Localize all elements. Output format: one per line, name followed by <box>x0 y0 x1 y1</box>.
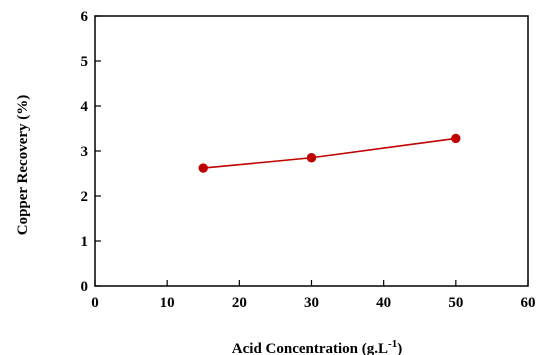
y-tick-label-0: 0 <box>81 279 89 295</box>
x-axis-title-superscript: -1 <box>388 338 397 350</box>
y-tick-label-6: 6 <box>81 9 89 25</box>
y-axis-title: Copper Recovery (%) <box>15 95 31 236</box>
y-tick-label-3: 3 <box>81 144 89 160</box>
x-axis-title: Acid Concentration (g.L-1) <box>232 338 402 355</box>
y-tick-label-4: 4 <box>81 99 89 115</box>
series-0-line <box>203 137 456 169</box>
series-0-point-0 <box>198 163 208 173</box>
x-tick-label-2: 20 <box>232 295 247 311</box>
x-tick-label-1: 10 <box>160 295 175 311</box>
x-tick-label-5: 50 <box>448 295 463 311</box>
x-tick-label-4: 40 <box>376 295 391 311</box>
y-tick-label-2: 2 <box>81 189 89 205</box>
series-0-point-2 <box>451 133 461 144</box>
y-tick-label-5: 5 <box>81 54 89 70</box>
series-0-point-1 <box>306 153 317 163</box>
y-tick-label-1: 1 <box>81 234 89 250</box>
plot-frame <box>94 15 529 287</box>
x-axis-title-main: Acid Concentration (g.L <box>232 341 388 355</box>
x-tick-label-6: 60 <box>521 295 536 311</box>
x-tick-label-3: 30 <box>304 295 319 311</box>
x-tick-label-0: 0 <box>91 295 99 311</box>
x-axis-title-end: ) <box>397 341 402 355</box>
